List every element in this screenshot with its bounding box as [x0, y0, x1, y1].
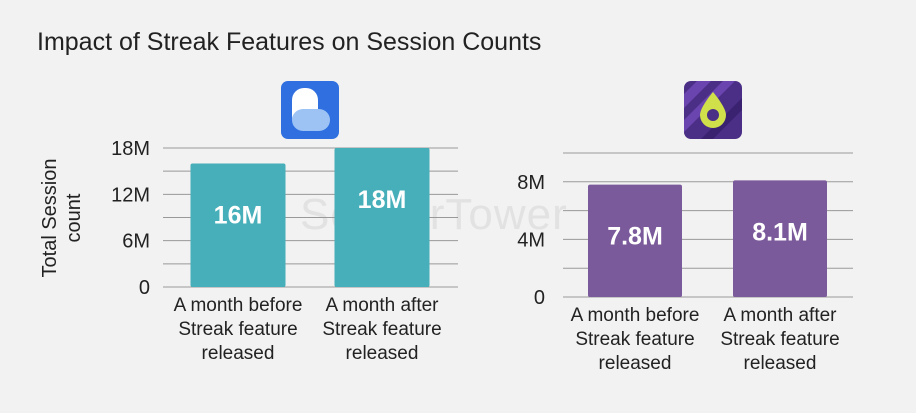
left-y-tick-label: 0: [139, 277, 150, 299]
app-icon-blue-b: [280, 80, 340, 140]
left-bar-value-label: 18M: [358, 186, 407, 214]
left-y-tick-label: 6M: [122, 231, 150, 253]
right-y-tick-label: 0: [534, 287, 545, 309]
right-bar-chart: 0 4M 8M 7.8M A month before Streak feature rel…: [517, 152, 853, 374]
right-category-label-1: A month before Streak feature released: [571, 305, 700, 374]
left-y-tick-label: 18M: [111, 138, 150, 160]
left-y-tick-label: 12M: [111, 184, 150, 206]
left-category-label-1: A month before Streak feature released: [174, 295, 303, 364]
right-y-tick-label: 4M: [517, 229, 545, 251]
left-bar-1: [190, 163, 286, 287]
right-bar-1: [588, 184, 682, 297]
left-category-label-2: A month after Streak feature released: [322, 295, 441, 364]
y-axis-label: Total Session count: [39, 159, 85, 278]
left-bar-chart: 0 6M 12M 18M 16M A month before Streak feature…: [39, 138, 458, 364]
right-category-label-2: A month after Streak feature released: [720, 305, 839, 374]
right-bar-2: [733, 180, 827, 297]
chart-title: Impact of Streak Features on Session Cou…: [37, 28, 542, 56]
right-bar-value-label: 8.1M: [752, 218, 808, 246]
left-bar-value-label: 16M: [214, 201, 263, 229]
left-bar-2: [334, 148, 430, 287]
right-bar-value-label: 7.8M: [607, 223, 663, 251]
app-icon-purple-drop: [683, 80, 743, 140]
right-y-tick-label: 8M: [517, 172, 545, 194]
